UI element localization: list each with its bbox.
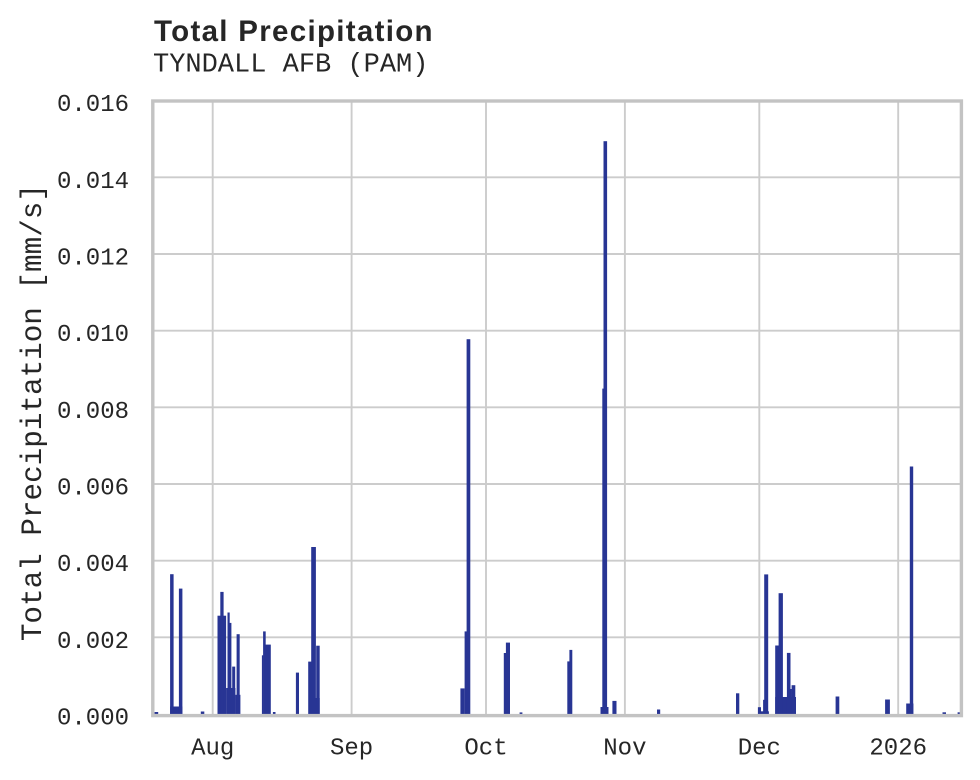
svg-text:0.004: 0.004 [57, 552, 129, 579]
svg-text:0.006: 0.006 [57, 475, 129, 502]
svg-text:0.012: 0.012 [57, 245, 129, 272]
svg-text:0.002: 0.002 [57, 629, 129, 656]
svg-text:TYNDALL AFB (PAM): TYNDALL AFB (PAM) [153, 51, 428, 81]
svg-text:0.010: 0.010 [57, 322, 129, 349]
svg-text:Nov: Nov [603, 736, 646, 763]
svg-text:Total Precipitation [mm/s]: Total Precipitation [mm/s] [17, 184, 50, 641]
svg-text:Oct: Oct [464, 736, 507, 763]
svg-text:0.008: 0.008 [57, 399, 129, 426]
svg-text:Aug: Aug [191, 736, 234, 763]
svg-text:0.016: 0.016 [57, 92, 129, 119]
svg-text:0.014: 0.014 [57, 169, 129, 196]
svg-text:Total Precipitation: Total Precipitation [154, 15, 434, 48]
svg-text:2026: 2026 [869, 736, 927, 763]
svg-text:Dec: Dec [738, 736, 781, 763]
svg-text:Sep: Sep [330, 736, 373, 763]
svg-text:0.000: 0.000 [57, 705, 129, 732]
